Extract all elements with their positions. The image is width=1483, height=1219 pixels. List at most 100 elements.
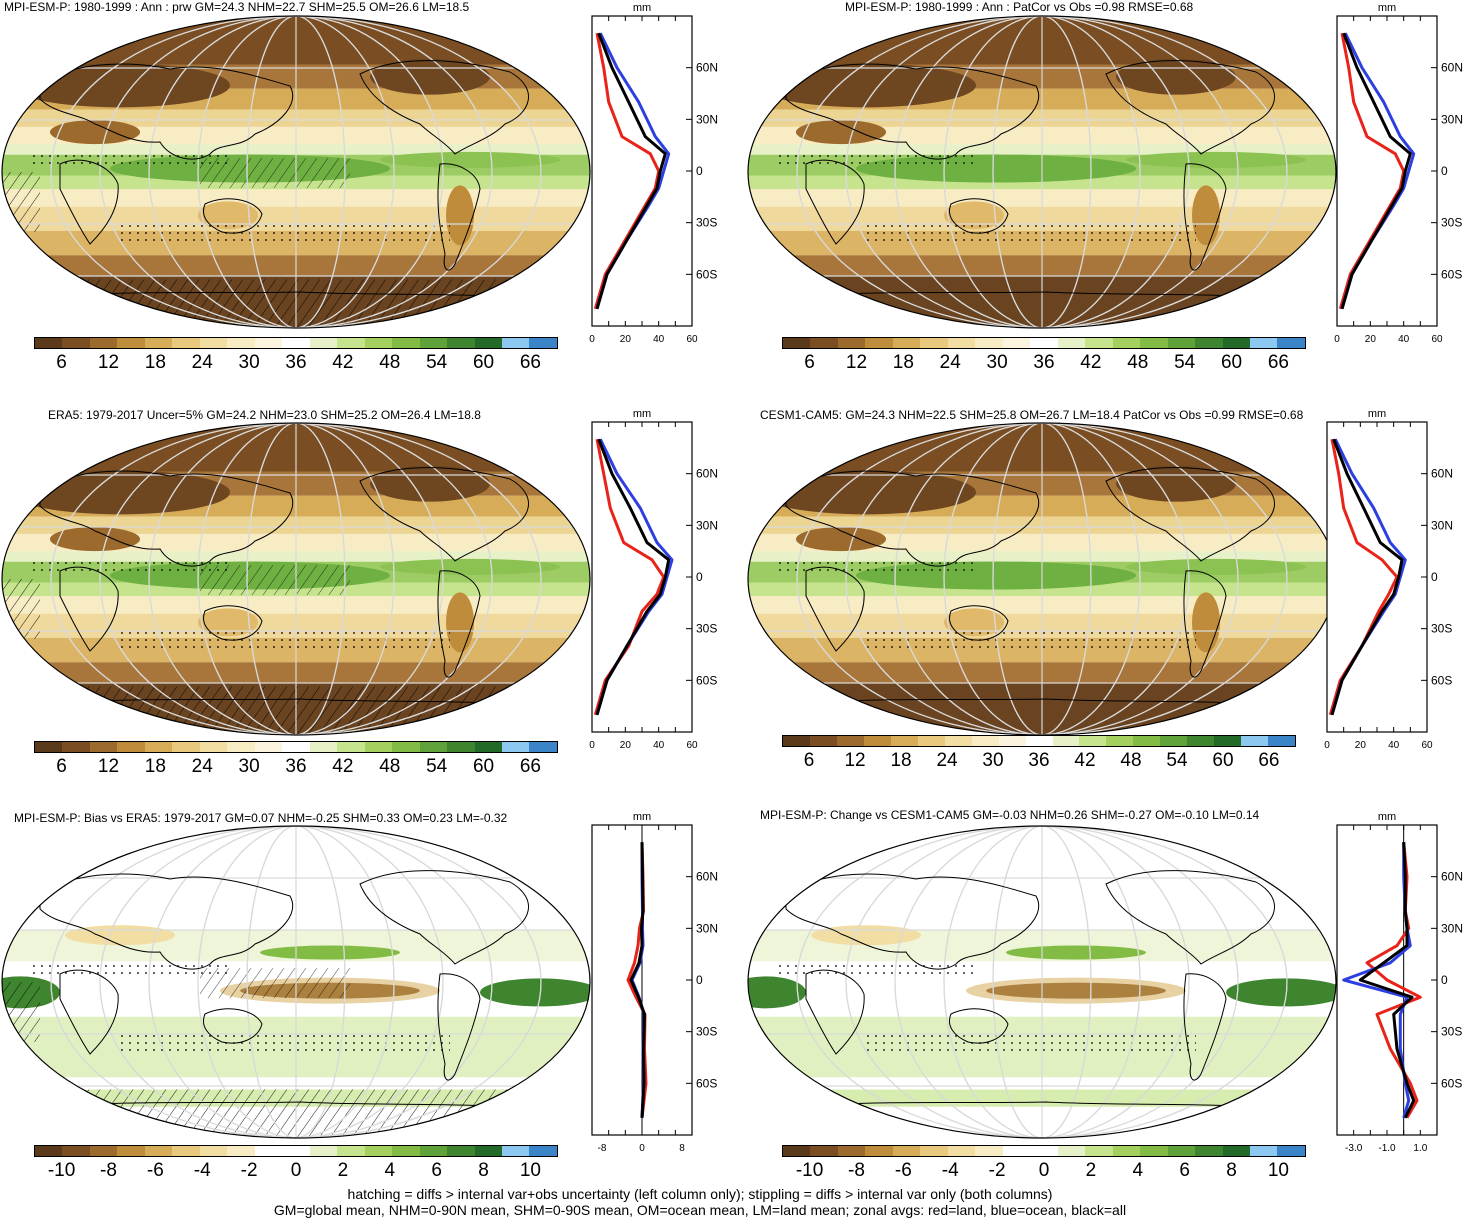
colorbar-swatch: [917, 736, 945, 746]
zonal-series-all: [595, 438, 671, 716]
lat-tick-label: 60S: [696, 1076, 717, 1090]
colorbar-tick-label: 48: [1127, 352, 1149, 373]
colorbar-swatch: [1214, 736, 1242, 746]
colorbar-tick-label: 4: [1132, 1160, 1144, 1181]
zonal-xtick-label: -3.0: [1345, 1143, 1363, 1154]
colorbar-tick-label: 36: [285, 756, 307, 777]
colorbar-swatch: [998, 736, 1026, 746]
map-panel-2: [747, 15, 1337, 329]
colorbar-tick-label: 48: [1120, 750, 1142, 771]
colorbar-swatch: [529, 1146, 557, 1156]
colorbar-swatch: [947, 1146, 976, 1156]
colorbar-tick-label: -8: [100, 1160, 117, 1181]
colorbar-swatch: [971, 736, 999, 746]
colorbar-swatch: [1140, 338, 1168, 348]
colorbar-tick-label: 8: [1226, 1160, 1237, 1181]
colorbar-tick-label: 48: [379, 352, 401, 373]
colorbar-swatch: [419, 1146, 448, 1156]
colorbar-tick-label: 30: [238, 756, 260, 777]
colorbar-tick-label: 54: [426, 352, 448, 373]
colorbar-tick-label: 4: [384, 1160, 396, 1181]
colorbar-tick-label: 24: [939, 352, 961, 373]
colorbar-swatch: [1277, 1146, 1305, 1156]
lat-tick-label: 0: [696, 164, 703, 178]
lat-tick-label: 60N: [696, 870, 718, 884]
colorbar-swatch: [1002, 338, 1031, 348]
zonal-xtick-label: 60: [686, 740, 698, 751]
colorbar-swatch: [892, 1146, 921, 1156]
colorbar-swatch: [199, 1146, 228, 1156]
colorbar-swatch: [117, 742, 145, 752]
colorbar-swatch: [89, 742, 118, 752]
zonal-plot-6: mm 60N 30N 0 30S 60S -3.0 -1.0 1.0: [1336, 811, 1463, 1154]
colorbar-swatch: [975, 1146, 1003, 1156]
colorbar-swatch: [1057, 338, 1086, 348]
colorbar-labels-5: -10 -8 -6 -4 -2 0 2 4 6 8 10: [34, 1160, 558, 1182]
colorbar-labels-1: 6 12 18 24 30 36 42 48 54 60 66: [34, 352, 558, 374]
colorbar-6: [782, 1145, 1306, 1157]
zonal-xtick-label: 1.0: [1413, 1143, 1427, 1154]
colorbar-tick-label: 6: [804, 352, 815, 373]
zonal-series-all: [1330, 438, 1404, 716]
colorbar-tick-label: 6: [56, 756, 67, 777]
colorbar-tick-label: -10: [47, 1160, 76, 1181]
colorbar-swatch: [474, 338, 502, 348]
colorbar-tick-label: -2: [988, 1160, 1006, 1181]
panel-title-2: MPI-ESM-P: 1980-1999 : Ann : PatCor vs O…: [845, 0, 1194, 14]
colorbar-tick-label: 60: [472, 352, 495, 373]
colorbar-swatch: [1187, 736, 1215, 746]
zonal-plot-5: mm 60N 30N 0 30S 60S -8 0 8: [591, 811, 718, 1154]
colorbar-swatch: [837, 1146, 866, 1156]
zonal-unit-label: mm: [633, 2, 651, 14]
colorbar-swatch: [1112, 338, 1141, 348]
colorbar-swatch: [836, 736, 864, 746]
colorbar-swatch: [364, 338, 393, 348]
colorbar-labels-6: -10 -8 -6 -4 -2 0 2 4 6 8 10: [782, 1160, 1306, 1182]
zonal-xtick-label: 20: [1355, 740, 1367, 751]
colorbar-swatch: [1030, 1146, 1058, 1156]
colorbar-tick-label: 54: [1174, 352, 1196, 373]
colorbar-labels-3: 6 12 18 24 30 36 42 48 54 60 66: [34, 756, 558, 778]
colorbar-swatch: [1249, 338, 1278, 348]
colorbar-tick-label: -4: [941, 1160, 959, 1181]
zonal-xtick-label: 20: [620, 740, 632, 751]
colorbar-swatch: [144, 338, 173, 348]
colorbar-swatch: [1222, 1146, 1250, 1156]
colorbar-swatch: [144, 742, 173, 752]
colorbar-tick-label: 18: [144, 352, 166, 373]
lat-tick-label: 60N: [1441, 61, 1463, 75]
colorbar-tick-label: 6: [803, 750, 815, 771]
colorbar-tick-label: -6: [146, 1160, 164, 1181]
zonal-xtick-label: 20: [1365, 334, 1377, 345]
colorbar-swatch: [172, 1146, 200, 1156]
colorbar-swatch: [1167, 1146, 1196, 1156]
lat-tick-label: 30S: [1441, 216, 1462, 230]
colorbar-tick-label: 8: [478, 1160, 489, 1181]
colorbar-tick-label: 0: [290, 1160, 302, 1181]
colorbar-swatch: [1160, 736, 1188, 746]
colorbar-swatch: [227, 742, 255, 752]
zonal-xtick-label: 0: [589, 740, 595, 751]
colorbar-swatch: [35, 742, 63, 752]
colorbar-swatch: [282, 338, 310, 348]
lat-tick-label: 60S: [696, 267, 717, 281]
colorbar-swatch: [282, 742, 310, 752]
zonal-series-all: [1358, 842, 1416, 1119]
colorbar-tick-label: 18: [892, 352, 914, 373]
lat-tick-label: 30N: [1431, 518, 1453, 532]
zonal-xtick-label: -1.0: [1378, 1143, 1396, 1154]
zonal-xtick-label: 60: [1421, 740, 1433, 751]
colorbar-tick-label: 36: [1033, 352, 1055, 373]
lat-tick-label: 30S: [1431, 622, 1452, 636]
colorbar-swatch: [1057, 1146, 1086, 1156]
colorbar-tick-label: -6: [894, 1160, 912, 1181]
footer-note-2: GM=global mean, NHM=0-90N mean, SHM=0-90…: [273, 1202, 1127, 1218]
colorbar-swatch: [62, 1146, 90, 1156]
zonal-plot-4: mm 60N 30N 0 30S 60S 0 20 40 60: [1324, 408, 1453, 751]
panel-title-1: MPI-ESM-P: 1980-1999 : Ann : prw GM=24.3…: [4, 0, 470, 14]
colorbar-swatch: [227, 338, 255, 348]
colorbar-tick-label: 42: [1080, 352, 1102, 373]
zonal-plot-2: mm 60N 30N 0 30S 60S 0 20 40 60: [1334, 2, 1463, 345]
colorbar-swatch: [62, 742, 90, 752]
colorbar-swatch: [501, 742, 530, 752]
